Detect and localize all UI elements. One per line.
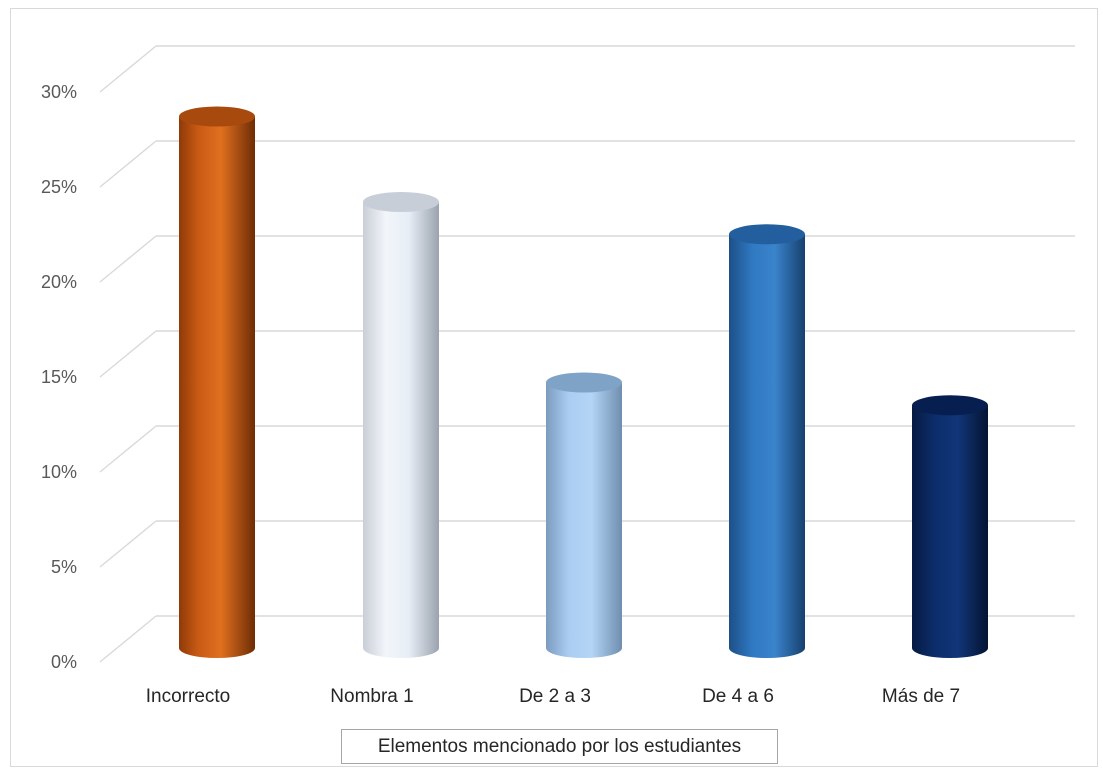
x-axis-title: Elementos mencionado por los estudiantes (377, 735, 742, 757)
bar-body (363, 202, 439, 658)
bar-1 (363, 192, 439, 658)
x-tick-label: Nombra 1 (330, 686, 413, 707)
gridline-diagonal (99, 140, 157, 188)
y-tick-label: 30% (41, 82, 77, 102)
bar-2 (546, 372, 622, 658)
bar-top (546, 372, 622, 393)
gridline-diagonal (99, 615, 157, 663)
y-tick-label: 0% (51, 652, 77, 672)
bar-top (729, 224, 805, 245)
x-tick-label: De 4 a 6 (702, 686, 774, 707)
y-tick-label: 25% (41, 177, 77, 197)
bar-body (729, 234, 805, 659)
bar-0 (179, 106, 255, 658)
bar-top (912, 395, 988, 416)
bar-body (546, 382, 622, 658)
bar-3 (729, 224, 805, 659)
x-axis: Incorrecto Nombra 1 De 2 a 3 De 4 a 6 Más de… (146, 686, 960, 707)
bar-4 (912, 395, 988, 658)
y-axis: 0% 5% 10% 15% 20% 25% 30% (41, 82, 77, 672)
bar-top (179, 106, 255, 127)
bars (179, 106, 988, 659)
x-tick-label: Incorrecto (146, 686, 230, 707)
bar-body (179, 116, 255, 658)
y-tick-label: 5% (51, 557, 77, 577)
x-tick-label: De 2 a 3 (519, 686, 591, 707)
gridline-diagonal (99, 520, 157, 568)
bar-top (363, 192, 439, 212)
y-tick-label: 20% (41, 272, 77, 292)
y-tick-label: 10% (41, 462, 77, 482)
y-tick-label: 15% (41, 367, 77, 387)
gridline-diagonal (99, 235, 157, 283)
gridline-diagonal (99, 45, 157, 93)
x-axis-title-box: Elementos mencionado por los estudiantes (341, 729, 778, 764)
gridline-diagonal (99, 425, 157, 473)
gridline-diagonal (99, 330, 157, 378)
bar-body (912, 405, 988, 658)
x-tick-label: Más de 7 (882, 686, 960, 707)
